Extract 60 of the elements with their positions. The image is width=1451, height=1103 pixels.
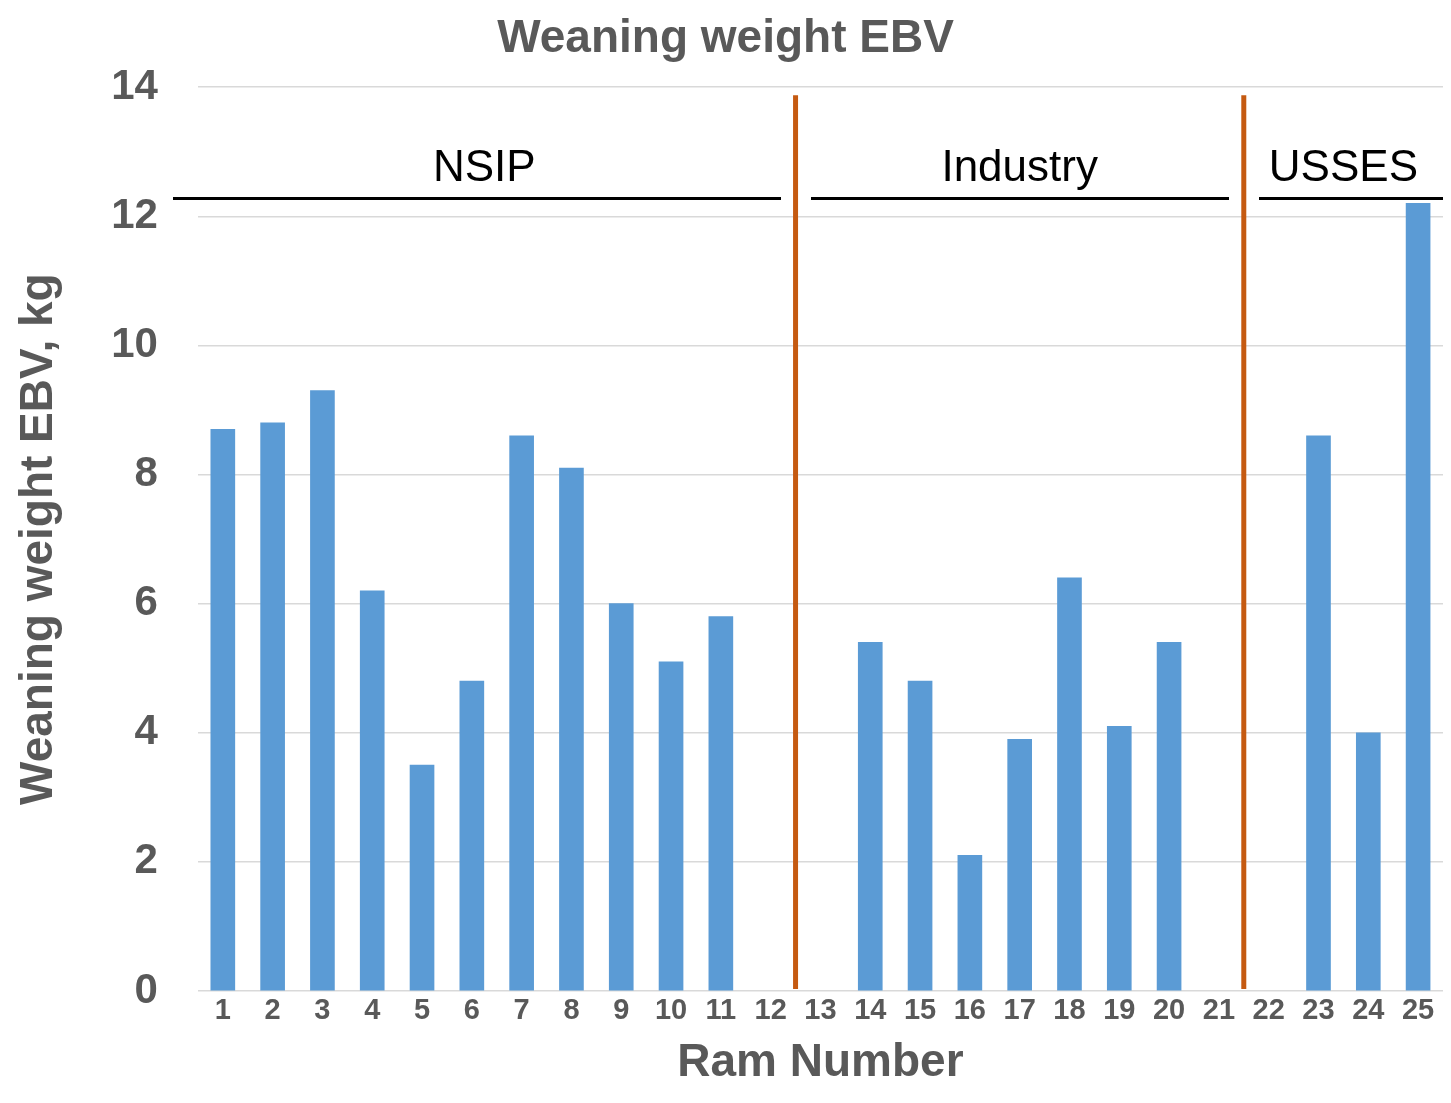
x-tick-label: 19 bbox=[1103, 993, 1136, 1026]
y-tick-label: 14 bbox=[111, 60, 159, 108]
bar bbox=[1156, 642, 1182, 991]
x-tick-label: 24 bbox=[1352, 993, 1385, 1026]
x-tick-label: 3 bbox=[314, 993, 331, 1026]
x-tick-label: 17 bbox=[1003, 993, 1036, 1026]
x-tick-label: 22 bbox=[1252, 993, 1285, 1026]
bar bbox=[1057, 577, 1082, 991]
bar bbox=[559, 467, 584, 991]
x-tick-label: 21 bbox=[1202, 993, 1236, 1026]
bar bbox=[310, 390, 335, 991]
x-tick-label: 15 bbox=[903, 993, 937, 1026]
y-axis-title: Weaning weight EBV, kg bbox=[10, 273, 63, 805]
x-tick-label: 12 bbox=[754, 993, 787, 1026]
x-tick-label: 7 bbox=[513, 993, 530, 1026]
bar bbox=[608, 603, 634, 991]
bar bbox=[1106, 725, 1132, 991]
bar bbox=[1007, 738, 1032, 991]
annotation: NSIP bbox=[432, 140, 536, 190]
bar bbox=[957, 855, 983, 991]
x-tick-label: 23 bbox=[1302, 993, 1335, 1026]
y-tick-label: 4 bbox=[134, 706, 159, 754]
annotation: Industry bbox=[941, 140, 1098, 190]
y-tick-label: 2 bbox=[134, 835, 158, 883]
x-tick-label: 20 bbox=[1152, 993, 1186, 1026]
bar bbox=[857, 642, 883, 991]
y-tick-label: 12 bbox=[111, 189, 158, 237]
x-tick-label: 11 bbox=[705, 993, 737, 1026]
x-tick-label: 5 bbox=[413, 993, 431, 1026]
x-tick-label: 9 bbox=[613, 993, 630, 1026]
bar bbox=[509, 435, 534, 991]
x-axis-title: Ram Number bbox=[677, 1034, 964, 1087]
x-tick-label: 16 bbox=[953, 993, 986, 1026]
x-tick-label: 14 bbox=[854, 993, 887, 1026]
bar bbox=[907, 680, 933, 991]
x-tick-label: 1 bbox=[214, 993, 231, 1026]
bar bbox=[210, 429, 236, 991]
y-tick-label: 6 bbox=[134, 577, 158, 625]
y-tick-label: 8 bbox=[134, 448, 158, 496]
bar bbox=[1405, 203, 1431, 991]
chart-title: Weaning weight EBV bbox=[497, 10, 955, 63]
x-tick-label: 4 bbox=[364, 993, 381, 1026]
bar bbox=[708, 616, 734, 991]
x-tick-label: 6 bbox=[463, 993, 480, 1026]
x-tick-label: 2 bbox=[264, 993, 281, 1026]
x-tick-label: 8 bbox=[563, 993, 580, 1026]
x-tick-label: 25 bbox=[1401, 993, 1435, 1026]
y-tick-label: 0 bbox=[134, 964, 158, 1012]
bar bbox=[359, 590, 385, 991]
bar bbox=[409, 764, 435, 991]
annotation: USSES bbox=[1268, 140, 1418, 190]
bar bbox=[1355, 732, 1381, 991]
x-tick-label: 10 bbox=[654, 993, 688, 1026]
y-tick-label: 10 bbox=[111, 319, 158, 367]
bar bbox=[1306, 435, 1331, 991]
x-tick-label: 13 bbox=[804, 993, 837, 1026]
bar bbox=[260, 422, 285, 991]
bar bbox=[459, 680, 485, 991]
bar bbox=[658, 661, 684, 991]
x-tick-label: 18 bbox=[1053, 993, 1086, 1026]
